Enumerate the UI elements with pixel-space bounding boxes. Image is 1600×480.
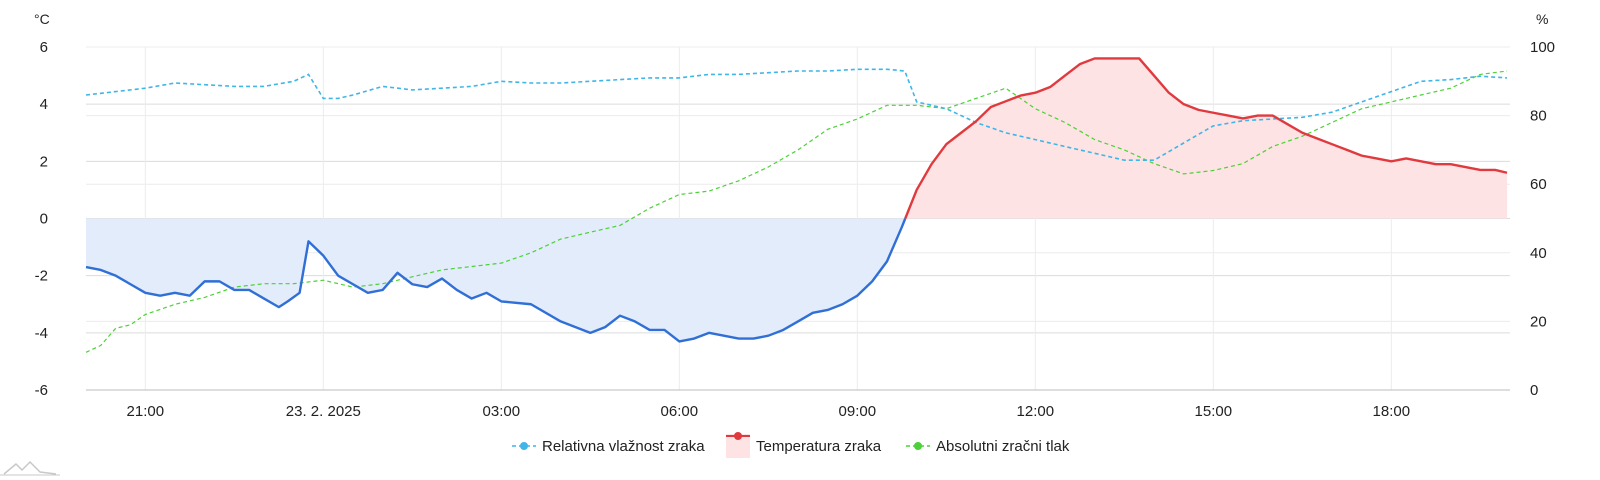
legend-label-pressure: Absolutni zračni tlak — [936, 438, 1070, 455]
x-tick-label: 21:00 — [127, 403, 165, 420]
x-axis: 21:00 23. 2. 2025 03:00 06:00 09:00 12:00 15:0… — [127, 403, 1411, 420]
x-tick-label: 12:00 — [1017, 403, 1055, 420]
pressure-line — [85, 70, 1508, 353]
x-tick-label: 09:00 — [839, 403, 877, 420]
temperature-area-negative — [86, 218, 906, 342]
left-axis: °C 6 4 2 0 -2 -4 -6 — [34, 11, 50, 399]
legend: Relativna vlažnost zraka Temperatura zra… — [512, 432, 1070, 458]
left-tick-label: -4 — [35, 325, 48, 342]
legend-item-temperature[interactable]: Temperatura zraka — [726, 432, 882, 458]
mountain-logo-icon — [0, 460, 60, 476]
right-tick-label: 60 — [1530, 176, 1547, 193]
x-tick-label: 18:00 — [1373, 403, 1411, 420]
right-tick-label: 20 — [1530, 313, 1547, 330]
legend-item-pressure[interactable]: Absolutni zračni tlak — [906, 438, 1070, 455]
left-tick-label: 4 — [40, 96, 48, 113]
temperature-line-positive — [904, 57, 1508, 219]
x-tick-label: 23. 2. 2025 — [286, 403, 361, 420]
left-tick-label: 2 — [40, 153, 48, 170]
humidity-line — [85, 68, 1508, 161]
left-tick-label: 6 — [40, 39, 48, 56]
temperature-line-negative — [85, 218, 907, 343]
legend-label-humidity: Relativna vlažnost zraka — [542, 438, 705, 455]
x-tick-label: 03:00 — [483, 403, 521, 420]
temperature-areas — [86, 58, 1508, 342]
left-tick-label: 0 — [40, 211, 48, 228]
left-tick-label: -6 — [35, 382, 48, 399]
right-tick-label: 0 — [1530, 382, 1538, 399]
right-axis: % 100 80 60 40 20 0 — [1530, 11, 1555, 399]
right-tick-label: 100 — [1530, 39, 1555, 56]
right-tick-label: 40 — [1530, 245, 1547, 262]
legend-item-humidity[interactable]: Relativna vlažnost zraka — [512, 438, 705, 455]
x-tick-label: 15:00 — [1195, 403, 1233, 420]
left-tick-label: -2 — [35, 268, 48, 285]
x-tick-label: 06:00 — [661, 403, 699, 420]
right-axis-unit: % — [1536, 11, 1548, 27]
left-axis-unit: °C — [34, 11, 50, 27]
legend-label-temperature: Temperatura zraka — [756, 438, 882, 455]
series-lines — [85, 57, 1508, 353]
temperature-area-positive — [905, 58, 1508, 219]
right-tick-label: 80 — [1530, 108, 1547, 125]
